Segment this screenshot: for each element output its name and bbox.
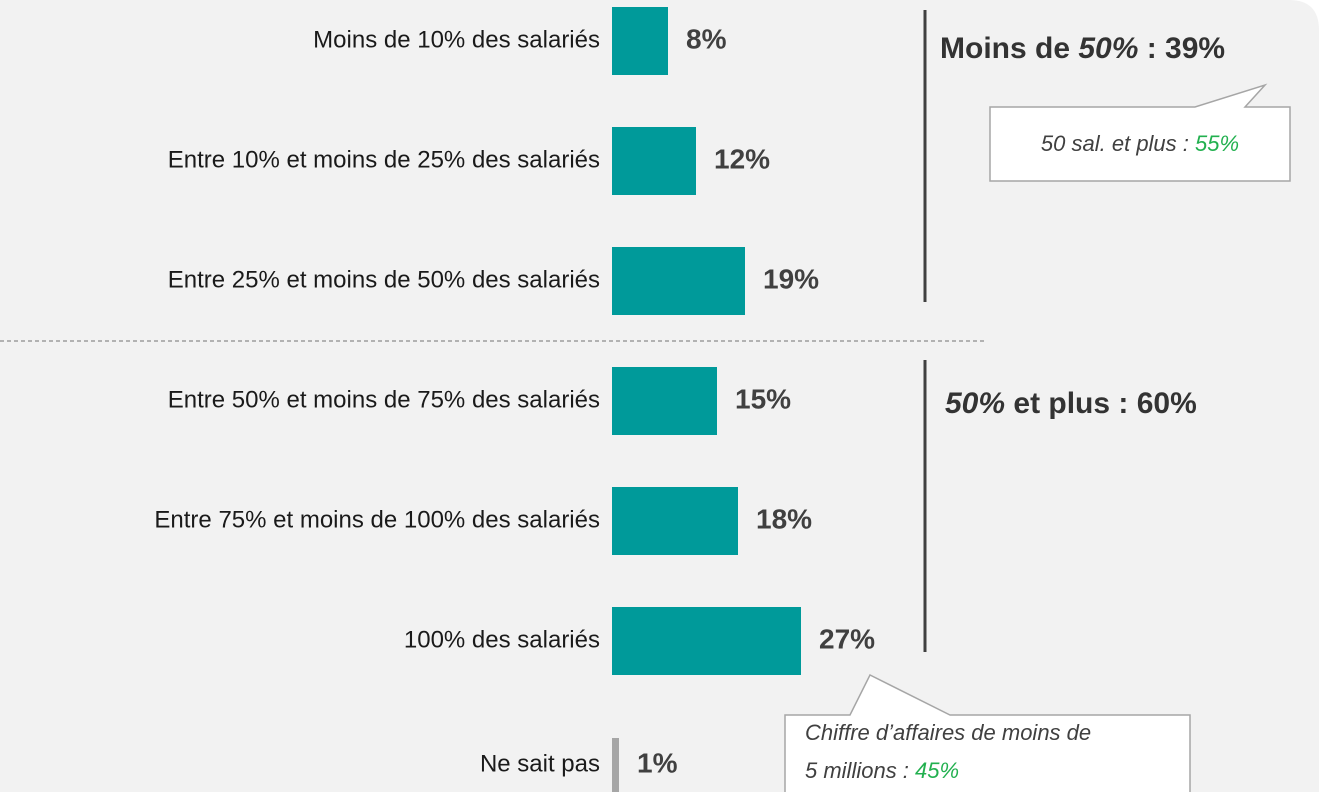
category-label: Moins de 10% des salariés [313, 26, 600, 53]
bar [612, 367, 717, 435]
value-label: 8% [686, 23, 727, 54]
callout-highlight: 45% [915, 758, 959, 783]
group-label: 50% et plus : 60% [945, 387, 1197, 420]
callout-highlight: 55% [1195, 131, 1239, 156]
value-label: 15% [735, 383, 791, 414]
callout-box [989, 83, 1291, 182]
bar [612, 487, 738, 555]
callout-text: 5 millions : 45% [805, 758, 959, 783]
bar [612, 738, 619, 792]
category-label: Ne sait pas [480, 750, 600, 777]
value-label: 19% [763, 263, 819, 294]
group-label: Moins de 50% : 39% [940, 32, 1225, 65]
bar [612, 607, 801, 675]
value-label: 1% [637, 747, 678, 778]
value-label: 27% [819, 623, 875, 654]
bar [612, 127, 696, 195]
callout-text: 50 sal. et plus : 55% [1041, 131, 1239, 156]
category-label: Entre 25% et moins de 50% des salariés [168, 266, 600, 293]
category-label: Entre 50% et moins de 75% des salariés [168, 386, 600, 413]
group-text: 50% [1078, 32, 1138, 65]
group-text: et plus : 60% [1005, 387, 1197, 420]
callout-part: 5 millions : [805, 758, 915, 783]
category-label: 100% des salariés [404, 626, 600, 653]
group-text: 50% [945, 387, 1005, 420]
bar [612, 7, 668, 75]
callout-text: Chiffre d’affaires de moins de [805, 720, 1091, 745]
group-text: : 39% [1138, 32, 1225, 65]
callout-box [784, 673, 1191, 792]
callout-part: 50 sal. et plus : [1041, 131, 1195, 156]
category-label: Entre 75% et moins de 100% des salariés [154, 506, 600, 533]
value-label: 18% [756, 503, 812, 534]
bar [612, 247, 745, 315]
group-text: Moins de [940, 32, 1078, 65]
category-label: Entre 10% et moins de 25% des salariés [168, 146, 600, 173]
value-label: 12% [714, 143, 770, 174]
